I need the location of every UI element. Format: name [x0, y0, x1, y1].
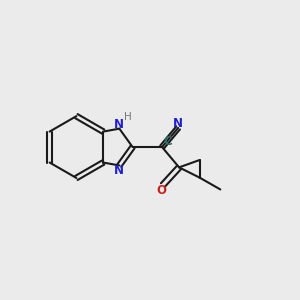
Text: N: N	[114, 164, 124, 177]
Text: H: H	[124, 112, 131, 122]
Text: O: O	[156, 184, 167, 197]
Text: N: N	[173, 117, 183, 130]
Text: N: N	[114, 118, 124, 131]
Text: C: C	[164, 135, 172, 148]
